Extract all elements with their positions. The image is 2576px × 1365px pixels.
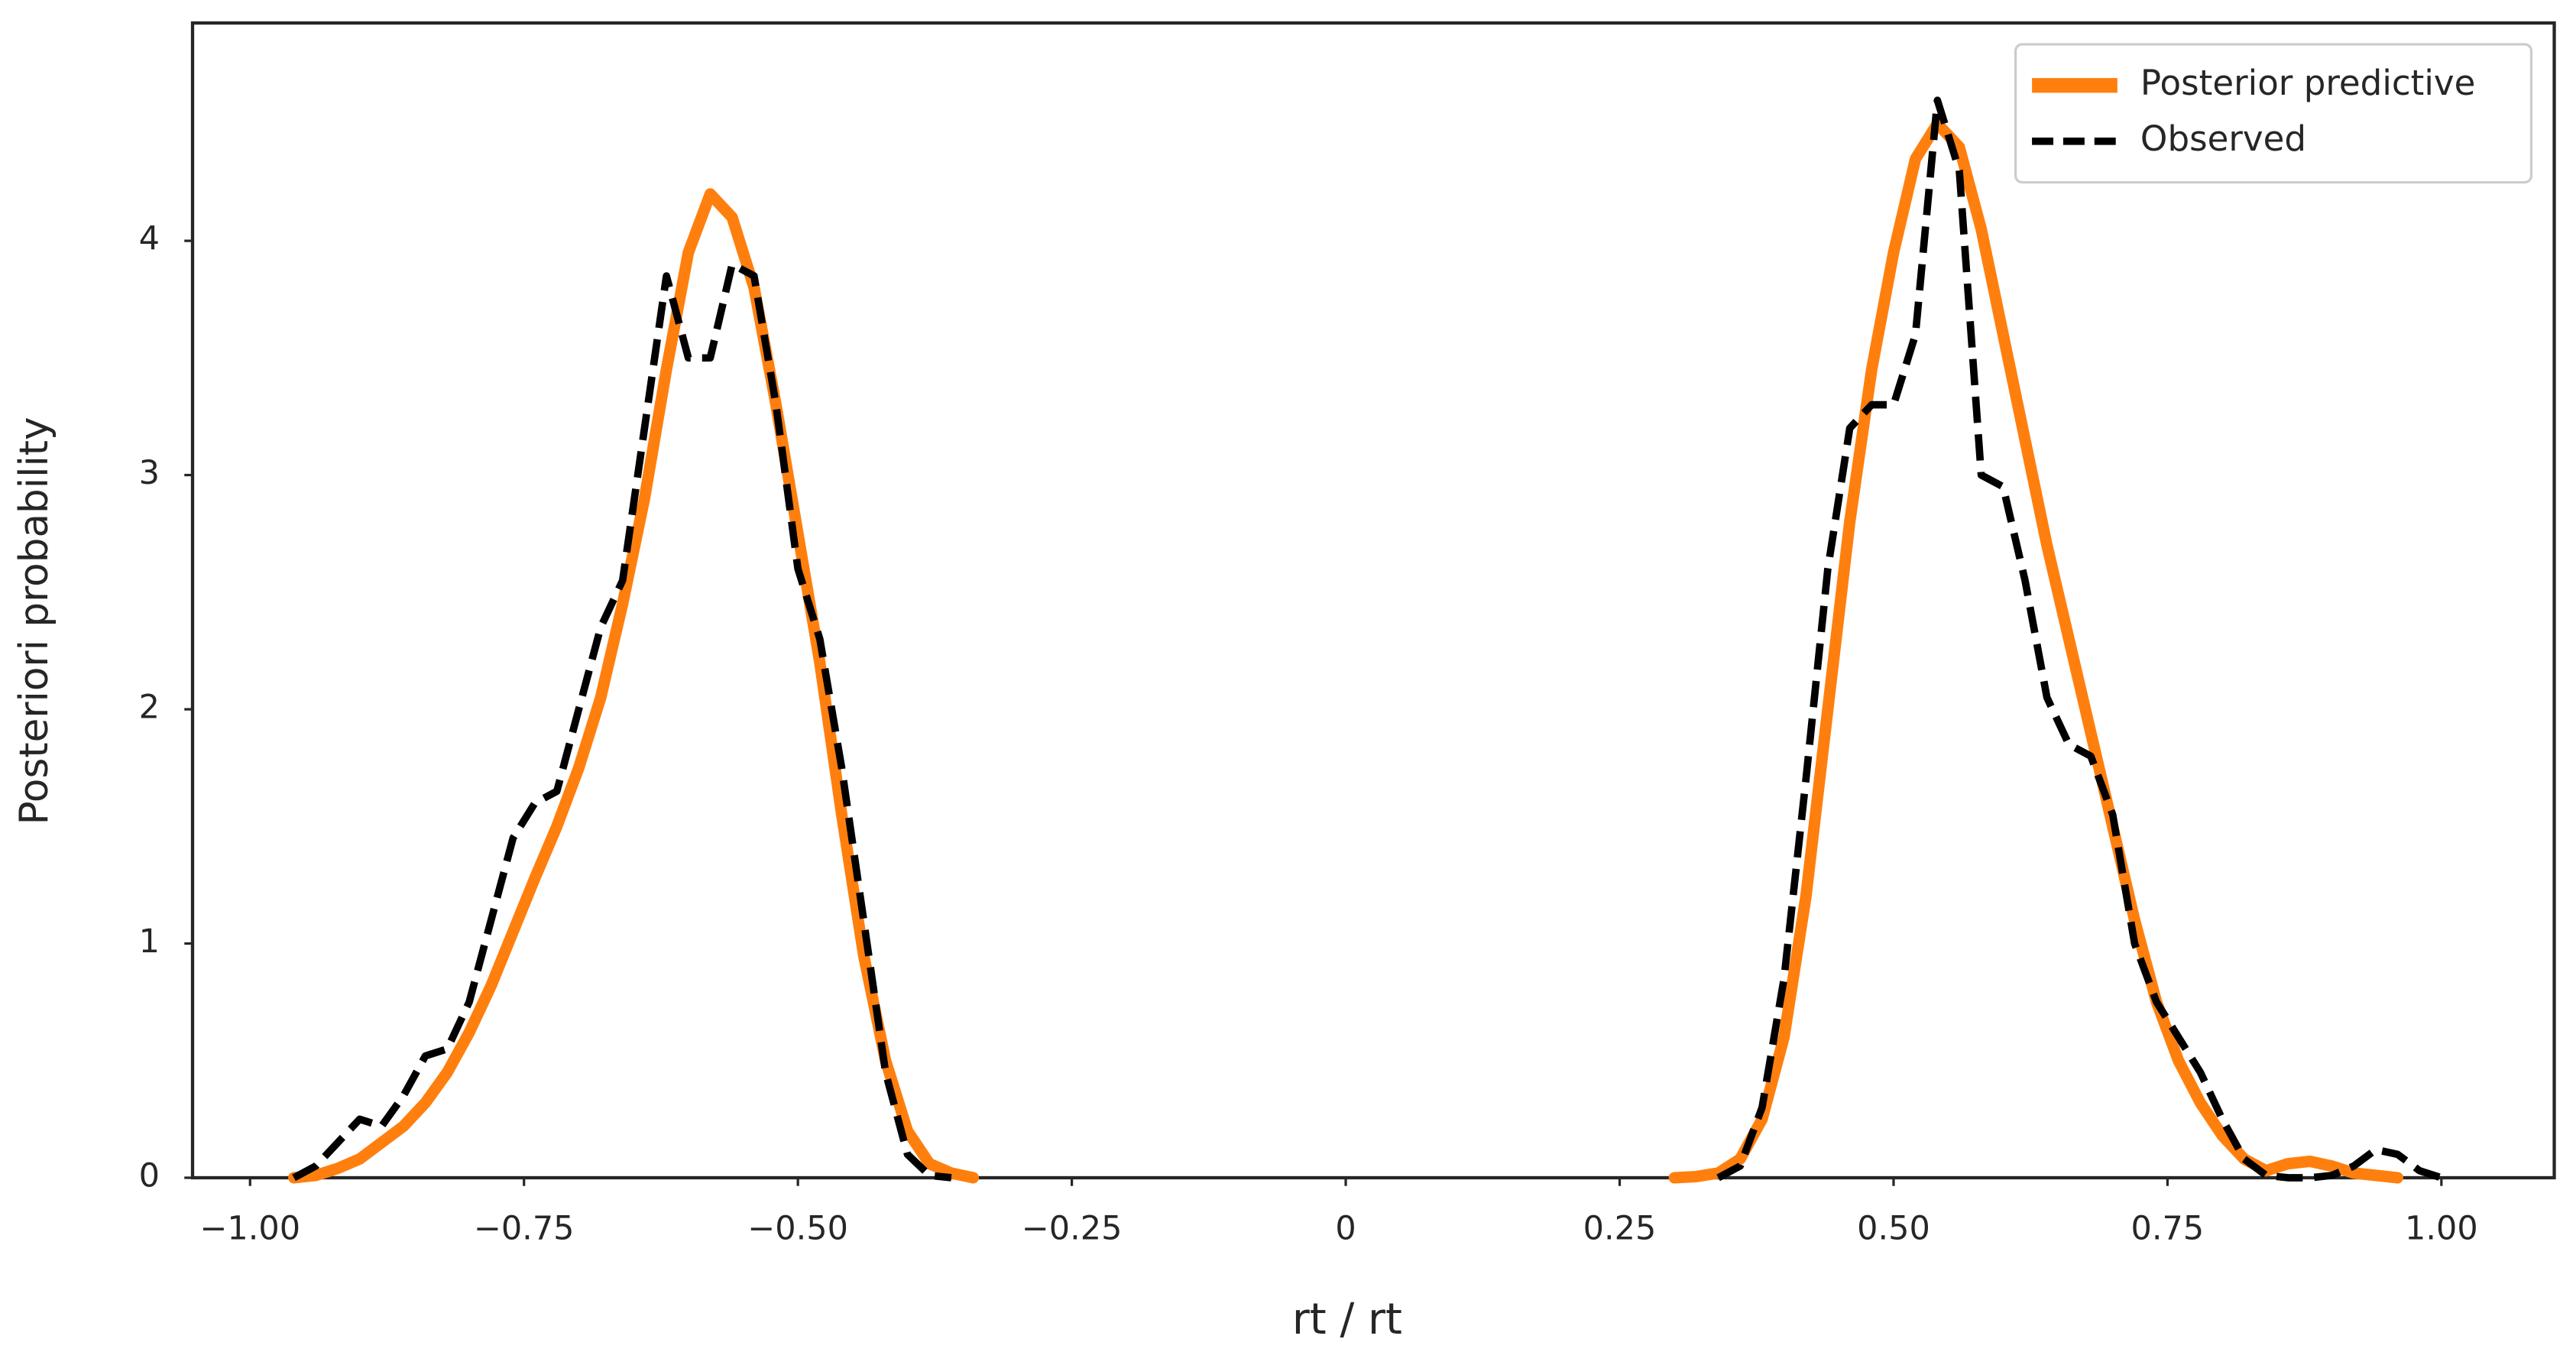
y-tick-label: 1 xyxy=(139,922,160,961)
x-tick-label: 1.00 xyxy=(2405,1209,2478,1247)
x-tick-label: 0.75 xyxy=(2131,1209,2205,1247)
y-tick-label: 3 xyxy=(139,454,160,492)
x-tick-label: −1.00 xyxy=(199,1209,300,1247)
y-tick-label: 0 xyxy=(139,1156,160,1195)
x-tick-label: 0.25 xyxy=(1583,1209,1657,1247)
y-axis-label: Posteriori probability xyxy=(11,417,57,825)
x-tick-label: −0.25 xyxy=(1022,1209,1123,1247)
x-tick-label: −0.75 xyxy=(474,1209,575,1247)
plot-frame xyxy=(190,21,2556,1180)
x-axis-label: rt / rt xyxy=(1292,1295,1402,1344)
x-tick-label: 0 xyxy=(1335,1209,1356,1247)
series-line xyxy=(292,96,2443,1182)
x-tick-label: −0.50 xyxy=(747,1209,848,1247)
legend-label: Posterior predictive xyxy=(2140,63,2475,103)
x-tick-label: 0.50 xyxy=(1857,1209,1930,1247)
series-line xyxy=(288,118,2404,1184)
legend-box xyxy=(2014,43,2533,184)
y-tick-label: 2 xyxy=(139,689,160,727)
y-tick-label: 4 xyxy=(139,220,160,258)
legend-label: Observed xyxy=(2140,118,2306,159)
